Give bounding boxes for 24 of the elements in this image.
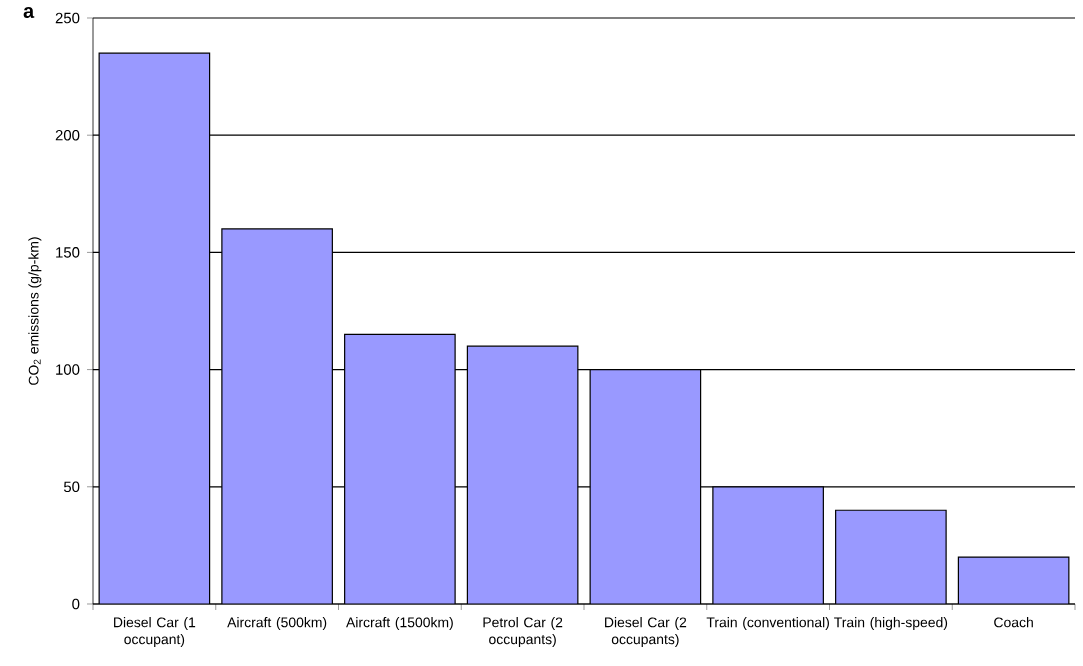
x-tick-label: Aircraft (500km): [227, 617, 327, 631]
text: a: [23, 7, 35, 18]
bar: [98, 52, 211, 604]
y-tick-label: 150: [56, 247, 80, 258]
bar: [221, 228, 333, 604]
y-tick-label: 200: [55, 129, 80, 141]
x-tick-label: Aircraft (1500km): [346, 617, 453, 631]
x-tick-label: Coach: [994, 617, 1033, 628]
x-tick-label: Diesel Car (2 occupants): [605, 617, 687, 647]
bar: [712, 486, 824, 604]
bar: [589, 368, 702, 604]
y-tick-label: 50: [63, 481, 80, 493]
y-axis-title: CO$_{2}$ emissions (g/p-km): [28, 237, 42, 385]
x-tick-label: Diesel Car (1 occupant): [114, 617, 196, 647]
bar: [466, 345, 579, 604]
x-tick-label: Petrol Car (2 occupants): [483, 617, 563, 647]
bar: [344, 333, 456, 604]
x-tick-label: Train (high-speed): [834, 617, 948, 631]
bar: [957, 556, 1070, 604]
x-tick-label: Train (conventional): [706, 617, 829, 631]
y-tick-label: 100: [56, 364, 80, 375]
y-tick-label: 250: [55, 12, 80, 24]
y-tick-label: 0: [72, 598, 80, 610]
bar: [835, 509, 947, 604]
